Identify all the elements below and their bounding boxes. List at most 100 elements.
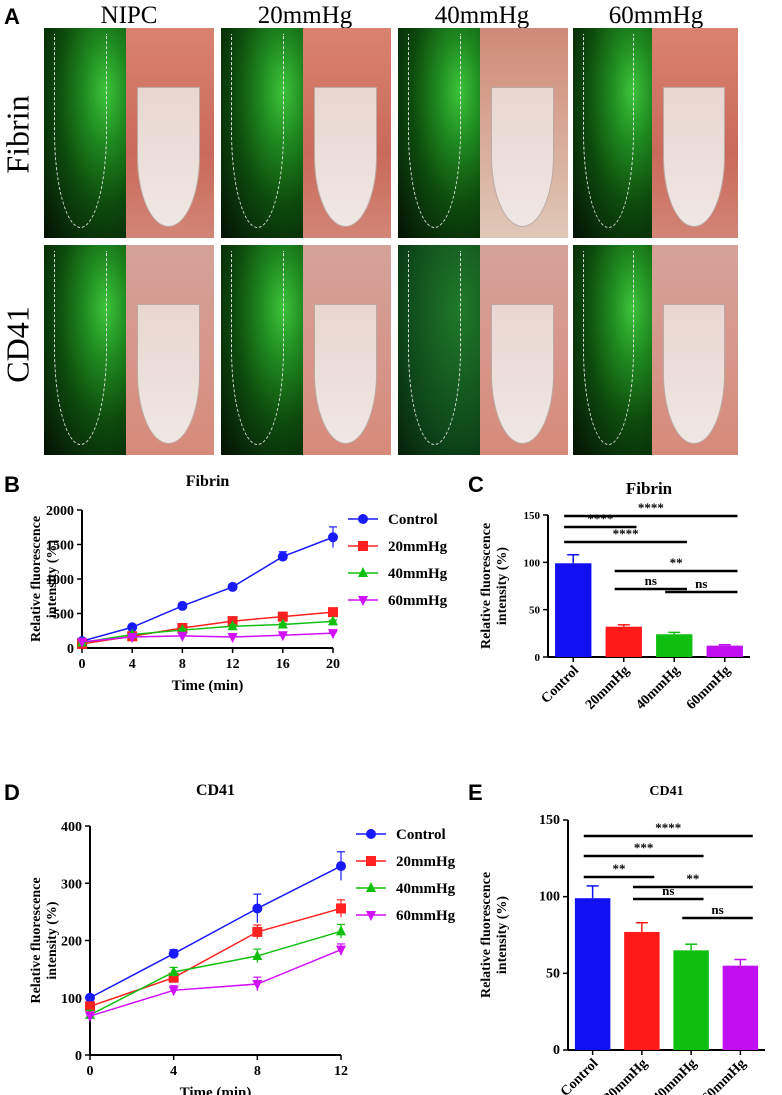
column-header-60mmhg: 60mmHg: [608, 2, 704, 29]
data-point-control: [277, 551, 288, 562]
data-point-60mmhg: [328, 629, 338, 640]
bar-control: [574, 898, 611, 1050]
significance-label: **: [613, 861, 626, 876]
column-header-20mmhg: 20mmHg: [257, 2, 353, 29]
panel-label-e: E: [468, 780, 483, 805]
y-tick-label: 200: [61, 935, 82, 950]
x-tick-label-40mmhg: 40mmHg: [650, 1056, 700, 1095]
x-tick-label: 0: [87, 1064, 94, 1079]
y-tick-label: 400: [61, 820, 82, 835]
data-point-60mmhg: [85, 1012, 95, 1023]
data-point-40mmhg: [252, 949, 263, 960]
y-tick-label: 1000: [46, 573, 74, 588]
legend-label-20mmhg: 20mmHg: [396, 854, 456, 870]
data-point-control: [85, 992, 95, 1003]
y-tick-label: 100: [524, 557, 541, 569]
micrograph-fibrin-40mmhg: [398, 28, 568, 238]
y-tick-label: 100: [539, 890, 560, 905]
legend-label-40mmhg: 40mmHg: [396, 881, 456, 897]
micrograph-cd41-60mmhg: [573, 245, 738, 455]
y-tick-label: 1500: [46, 539, 74, 554]
series-line-60mmhg: [89, 948, 342, 1017]
significance-label: ****: [655, 820, 681, 835]
significance-label: **: [686, 871, 699, 886]
data-point-40mmhg: [328, 615, 338, 626]
y-axis-label-line-1: Relative fluorescence: [479, 872, 494, 998]
y-axis-label-line-2: intensity (%): [495, 547, 510, 626]
significance-label: **: [670, 555, 683, 570]
series-line-control: [81, 536, 334, 642]
x-tick-label-40mmhg: 40mmHg: [633, 663, 683, 713]
data-point-control: [127, 622, 138, 633]
y-tick-label: 50: [529, 605, 541, 617]
legend-marker-20mmhg: [358, 541, 368, 551]
data-point-60mmhg: [77, 637, 87, 648]
chart-title: Fibrin: [186, 473, 230, 490]
y-tick-label: 0: [75, 1049, 82, 1064]
data-point-control: [168, 948, 179, 959]
row-label-cd41: CD41: [0, 306, 36, 383]
series-line-control: [89, 865, 342, 999]
data-point-control: [227, 581, 238, 592]
data-point-control: [336, 861, 346, 872]
x-tick-label: 20: [326, 657, 340, 672]
y-axis-label-line-2: intensity (%): [495, 896, 510, 975]
data-point-60mmhg: [336, 945, 346, 956]
data-point-20mmhg: [85, 1001, 95, 1012]
x-tick-label-20mmhg: 20mmHg: [583, 663, 633, 713]
data-point-20mmhg: [336, 903, 346, 914]
row-label-fibrin: Fibrin: [0, 95, 36, 174]
y-axis-label-line-1: Relative fluorescence: [29, 516, 44, 642]
data-point-40mmhg: [227, 620, 238, 631]
bar-40mmhg: [656, 634, 693, 657]
x-tick-label-60mmhg: 60mmHg: [684, 663, 734, 713]
significance-label: ns: [711, 902, 723, 917]
data-point-60mmhg: [177, 631, 188, 642]
bar-20mmhg: [605, 626, 642, 657]
data-point-60mmhg: [127, 632, 138, 643]
significance-label: ns: [645, 573, 657, 588]
panel-label-d: D: [4, 780, 20, 805]
x-tick-label-20mmhg: 20mmHg: [601, 1056, 651, 1095]
y-tick-label: 100: [61, 992, 82, 1007]
x-tick-label-control: Control: [539, 663, 583, 707]
x-tick-label: 16: [276, 657, 290, 672]
legend-label-control: Control: [396, 827, 446, 843]
chart-title: CD41: [649, 784, 683, 799]
panel-label-b: B: [4, 472, 20, 497]
legend-marker-40mmhg: [366, 882, 376, 892]
x-tick-label: 8: [254, 1064, 261, 1079]
data-point-60mmhg: [252, 980, 263, 991]
data-point-20mmhg: [328, 607, 338, 618]
bar-20mmhg: [624, 931, 660, 1050]
data-point-20mmhg: [168, 972, 179, 983]
data-point-control: [328, 532, 338, 543]
legend-label-control: Control: [388, 512, 438, 528]
bar-control: [555, 563, 592, 657]
data-point-60mmhg: [227, 632, 238, 643]
chart-title: Fibrin: [626, 479, 673, 498]
x-tick-label: 4: [129, 657, 136, 672]
x-axis-label: Time (min): [180, 1085, 252, 1095]
x-tick-label: 12: [226, 657, 240, 672]
chart-title: CD41: [196, 782, 235, 799]
bar-60mmhg: [706, 645, 743, 657]
bar-40mmhg: [673, 950, 709, 1050]
fibrin-time-course-line-chart: Fibrin 0 500 1000 1500 2000 0 4 8 12 16 20 Time (min…: [29, 473, 448, 694]
y-axis-label-line-1: Relative fluorescence: [29, 877, 44, 1003]
y-tick-label: 2000: [46, 504, 74, 519]
significance-label: ****: [613, 526, 639, 541]
legend-marker-20mmhg: [366, 856, 376, 866]
y-axis-label-line-1: Relative fluorescence: [479, 523, 494, 649]
panel-label-a: A: [4, 4, 20, 29]
fibrin-bar-chart: Fibrin 0 50 100 150 Relative fluorescence inte…: [479, 479, 750, 713]
legend-label-60mmhg: 60mmHg: [396, 908, 456, 924]
data-point-40mmhg: [168, 965, 179, 976]
legend-label-20mmhg: 20mmHg: [388, 539, 448, 555]
micrograph-cd41-20mmhg: [221, 245, 391, 455]
data-point-20mmhg: [252, 926, 263, 937]
y-tick-label: 50: [546, 966, 560, 981]
series-line-40mmhg: [89, 930, 342, 1016]
legend-marker-60mmhg: [358, 596, 368, 606]
data-point-40mmhg: [336, 925, 346, 936]
